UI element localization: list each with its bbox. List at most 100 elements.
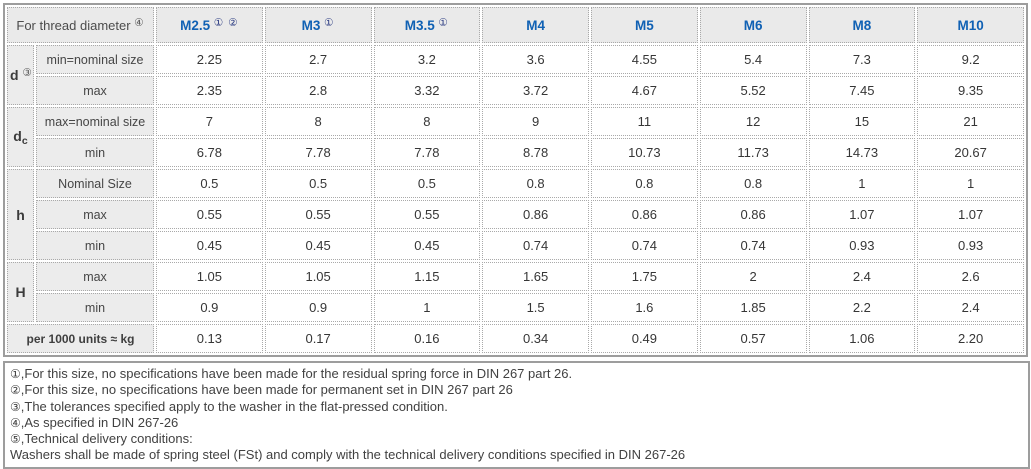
table-row: min 0.9 0.9 1 1.5 1.6 1.85 2.2 2.4 <box>7 293 1024 322</box>
value-cell: 3.6 <box>482 45 589 74</box>
group-label-H: H <box>7 262 34 322</box>
value-cell: 7.78 <box>264 138 372 167</box>
weight-row-label: per 1000 units ≈ kg <box>7 324 154 353</box>
footnote-ref: ① ② <box>213 17 239 29</box>
column-header-label: M2.5 <box>180 18 211 33</box>
value-cell: 0.74 <box>591 231 698 260</box>
value-cell: 0.55 <box>264 200 372 229</box>
footnote-ref: ① <box>438 17 449 29</box>
value-cell: 0.93 <box>917 231 1024 260</box>
group-label-h: h <box>7 169 34 260</box>
column-header-label: M8 <box>852 17 872 33</box>
value-cell: 0.5 <box>156 169 263 198</box>
value-cell: 9 <box>482 107 589 136</box>
group-label-dc: dc <box>7 107 34 167</box>
value-cell: 1.05 <box>156 262 263 291</box>
value-cell: 6.78 <box>156 138 263 167</box>
value-cell: 1.65 <box>482 262 589 291</box>
table-row: max 2.35 2.8 3.32 3.72 4.67 5.52 7.45 9.35 <box>7 76 1024 105</box>
table-row: h Nominal Size 0.5 0.5 0.5 0.8 0.8 0.8 1 1 <box>7 169 1024 260</box>
footnote-ref-marker: ① <box>10 367 21 381</box>
value-cell: 11.73 <box>699 138 807 167</box>
value-cell: 21 <box>917 107 1024 136</box>
column-header-m3.5: M3.5 ① <box>373 7 481 43</box>
value-cell: 20.67 <box>917 138 1024 167</box>
value-cell: 0.55 <box>373 200 481 229</box>
value-cell: 12 <box>699 107 807 136</box>
footnote-ref-4: ④ <box>134 17 145 29</box>
value-cell: 8 <box>264 107 372 136</box>
value-cell: 2.2 <box>808 293 916 322</box>
group-name: H <box>15 284 26 300</box>
value-cell: 10.73 <box>591 138 698 167</box>
value-cell: 2.4 <box>808 262 916 291</box>
value-cell: 0.8 <box>591 169 698 198</box>
footnote-ref-marker: ③ <box>10 399 21 414</box>
column-header-label: M5 <box>634 17 654 33</box>
value-cell: 0.34 <box>482 324 589 353</box>
group-subscript: c <box>21 134 28 147</box>
column-header-label: M10 <box>957 17 984 33</box>
table-row: min 6.78 7.78 7.78 8.78 10.73 11.73 14.73 20.67 <box>7 138 1024 167</box>
footnote-text: ,Technical delivery conditions: <box>20 431 193 447</box>
value-cell: 0.8 <box>482 169 589 198</box>
value-cell: 0.74 <box>699 231 807 260</box>
header-row: For thread diameter ④ M2.5 ① ② M3 ① M3.5 ①… <box>7 7 1024 43</box>
column-header-m10: M10 <box>917 7 1024 43</box>
value-cell: 0.55 <box>156 200 263 229</box>
value-cell: 0.86 <box>482 200 589 229</box>
column-header-m8: M8 <box>808 7 916 43</box>
value-cell: 0.9 <box>264 293 372 322</box>
value-cell: 1.07 <box>917 200 1024 229</box>
row-label: Nominal Size <box>36 169 154 198</box>
footnote-text: Washers shall be made of spring steel (F… <box>10 447 686 463</box>
value-cell: 1 <box>917 169 1024 198</box>
value-cell: 0.74 <box>482 231 589 260</box>
value-cell: 3.32 <box>373 76 481 105</box>
row-label: max=nominal size <box>36 107 154 136</box>
value-cell: 0.45 <box>373 231 481 260</box>
footnote-line: ④,As specified in DIN 267-26 <box>10 415 1023 431</box>
footnotes-panel: ①,For this size, no specifications have … <box>3 361 1030 469</box>
group-name: d <box>10 67 19 83</box>
value-cell: 9.35 <box>917 76 1024 105</box>
footnote-text: ,For this size, no specifications have b… <box>20 366 573 381</box>
value-cell: 3.72 <box>482 76 589 105</box>
value-cell: 2.20 <box>917 324 1024 353</box>
row-label: max <box>36 200 154 229</box>
table-row-weight: per 1000 units ≈ kg 0.13 0.17 0.16 0.34 0.49 0… <box>7 324 1024 353</box>
row-label: min=nominal size <box>36 45 154 74</box>
value-cell: 8.78 <box>482 138 589 167</box>
column-header-m3: M3 ① <box>264 7 372 43</box>
value-cell: 0.45 <box>264 231 372 260</box>
value-cell: 1.15 <box>373 262 481 291</box>
value-cell: 0.16 <box>373 324 481 353</box>
value-cell: 2.7 <box>264 45 372 74</box>
value-cell: 2.4 <box>917 293 1024 322</box>
footnote-line: Washers shall be made of spring steel (F… <box>10 447 1023 462</box>
row-label: max <box>36 262 154 291</box>
value-cell: 0.13 <box>156 324 263 353</box>
column-header-label: M3 <box>301 18 321 33</box>
footnote-ref-marker: ② <box>10 383 21 398</box>
column-header-label: M3.5 <box>404 18 435 33</box>
value-cell: 0.93 <box>808 231 916 260</box>
value-cell: 1.5 <box>482 293 589 322</box>
value-cell: 7.45 <box>808 76 916 105</box>
value-cell: 2.8 <box>264 76 372 105</box>
value-cell: 1.07 <box>808 200 916 229</box>
footnote-line: ①,For this size, no specifications have … <box>10 366 1023 382</box>
value-cell: 5.52 <box>699 76 807 105</box>
value-cell: 2.35 <box>156 76 263 105</box>
value-cell: 1.75 <box>591 262 698 291</box>
value-cell: 4.67 <box>591 76 698 105</box>
value-cell: 0.9 <box>156 293 263 322</box>
value-cell: 7.78 <box>373 138 481 167</box>
footnote-line: ②,For this size, no specifications have … <box>10 382 1023 398</box>
footnote-text: ,The tolerances specified apply to the w… <box>20 398 448 414</box>
footnote-text: ,For this size, no specifications have b… <box>20 382 513 398</box>
row-label: min <box>36 231 154 260</box>
spec-table: For thread diameter ④ M2.5 ① ② M3 ① M3.5 ①… <box>3 3 1028 357</box>
